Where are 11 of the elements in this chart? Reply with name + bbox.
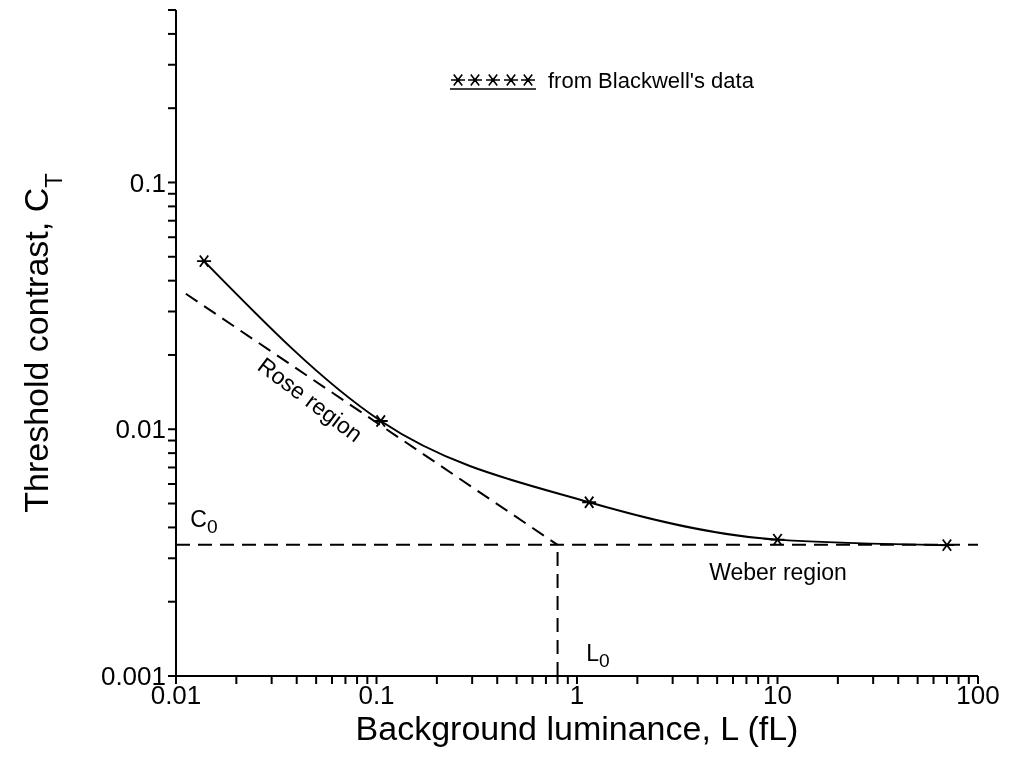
x-axis-title: Background luminance, L (fL) (355, 709, 799, 747)
legend-label: from Blackwell's data (548, 68, 754, 94)
annotation: C$_{0}$ (190, 506, 218, 537)
y-tick-label: 0.1 (129, 167, 166, 198)
annotation: L$_{0}$ (586, 640, 610, 671)
x-tick-label: 0.1 (358, 680, 395, 711)
annotation: Weber region (709, 558, 847, 585)
x-tick-label: 100 (956, 680, 1000, 711)
x-tick-label: 1 (569, 680, 585, 711)
y-tick-label: 0.01 (115, 414, 166, 445)
x-tick-label: 10 (763, 680, 792, 711)
